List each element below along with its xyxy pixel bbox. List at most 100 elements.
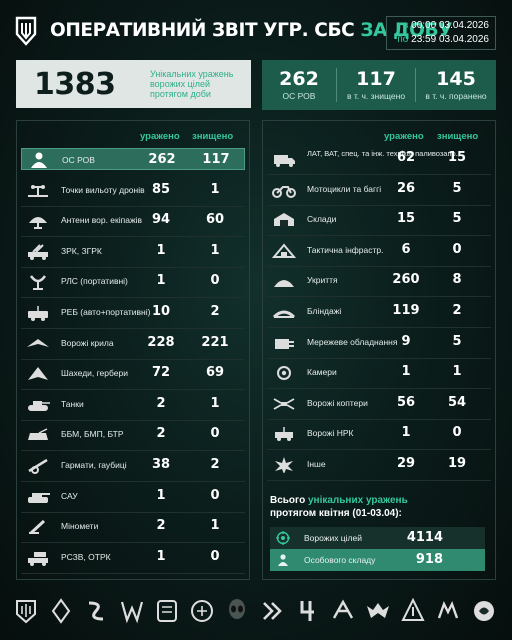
left-stat-row-hit-value: 72	[151, 365, 171, 381]
left-stat-row-destroyed-value: 1	[210, 242, 220, 258]
camera-icon	[277, 366, 291, 381]
right-stat-row: Ворожі НРК 1 0	[267, 422, 491, 451]
right-stat-row: Склади 15 5	[267, 208, 491, 237]
left-stat-row-label: ОС РОВ	[62, 155, 95, 165]
ugv-icon	[275, 427, 293, 442]
personnel-wounded-caption: в т. ч. поранено	[425, 91, 487, 101]
unit-emblem-9-icon	[300, 601, 314, 621]
left-stat-row: Антени вор. екіпажів 94 60	[21, 209, 245, 238]
right-stat-row-hit-value: 56	[396, 394, 416, 410]
left-col-destroyed-header: знищено	[192, 131, 234, 142]
row-divider	[267, 449, 491, 451]
divider	[336, 68, 337, 102]
right-stat-row-label: Бліндажі	[307, 306, 342, 316]
total-personnel-label: Особового складу	[304, 555, 376, 565]
unit-emblem-12-icon	[401, 598, 425, 621]
row-divider	[21, 389, 245, 391]
monthly-totals-title: Всього унікальних уражень протягом квітн…	[270, 494, 408, 520]
right-stats-panel	[262, 120, 496, 580]
left-stat-row-label: Танки	[61, 398, 84, 409]
right-stat-row-label: Тактична інфрастр.	[307, 244, 384, 255]
unit-emblem-5-icon	[156, 600, 177, 622]
row-divider	[21, 266, 245, 268]
copter-icon	[273, 398, 295, 410]
left-stat-row: Гармати, гаубиці 38 2	[21, 454, 245, 482]
left-stat-row-hit-value: 94	[151, 212, 171, 228]
unit-emblem-10-icon	[332, 599, 353, 619]
row-divider	[21, 297, 245, 299]
crew-antenna-icon	[29, 217, 47, 230]
right-stat-row-label: Укриття	[307, 275, 338, 286]
right-stat-row-label: Ворожі НРК	[307, 428, 354, 439]
right-stat-row-hit-value: 6	[401, 241, 411, 257]
left-stat-row-hit-value: 85	[151, 181, 171, 197]
tactical-infra-icon	[271, 243, 297, 258]
left-stat-row: САУ 1 0	[21, 485, 245, 513]
unit-emblem-4-icon	[120, 601, 143, 624]
left-stat-row-hit-value: 2	[156, 518, 166, 534]
left-stat-row-destroyed-value: 2	[210, 304, 220, 319]
row-divider	[267, 388, 491, 390]
left-stat-row: ЗРК, ЗГРК 1 1	[21, 240, 245, 268]
report-period: з 00:00 03.04.2026 по 23:59 03.04.2026	[386, 16, 496, 50]
personnel-killed: 117 в т. ч. знищено	[337, 60, 415, 110]
drone-launch-point-icon	[28, 184, 48, 197]
right-stat-row-label: Камери	[307, 367, 337, 378]
personnel-icon	[31, 152, 47, 168]
right-stat-row: Укриття 260 8	[267, 269, 491, 298]
dugout-icon	[272, 310, 296, 319]
left-stat-row-destroyed-value: 117	[202, 152, 230, 167]
unit-emblem-13-icon	[438, 600, 459, 619]
motorcycle-icon	[272, 185, 296, 198]
right-stat-row-hit-value: 26	[396, 180, 416, 196]
row-divider	[267, 357, 491, 359]
period-to-label: по	[397, 34, 409, 45]
row-divider	[21, 450, 245, 452]
unique-hits-value: 1383	[34, 67, 116, 102]
left-stat-row-label: Гармати, гаубиці	[61, 460, 127, 470]
network-equipment-icon	[275, 338, 294, 349]
row-divider	[267, 296, 491, 298]
left-stat-row-label: РСЗВ, ОТРК	[61, 551, 111, 562]
row-divider	[267, 204, 491, 206]
unit-emblem-14-icon	[473, 601, 494, 621]
truck-icon	[274, 155, 295, 167]
left-stat-row-destroyed-value: 0	[210, 426, 220, 442]
right-stat-row-label: Інше	[307, 459, 326, 469]
left-stat-row: РЕБ (авто+портативні) 10 2	[21, 301, 245, 329]
row-divider	[21, 328, 245, 329]
right-stat-row-destroyed-value: 2	[452, 303, 462, 318]
right-stat-row-label: Ворожі коптери	[307, 397, 368, 408]
right-stat-row-hit-value: 29	[396, 456, 416, 471]
right-stat-row-destroyed-value: 0	[452, 425, 462, 441]
right-stat-row-hit-value: 1	[401, 364, 411, 380]
right-stat-row-hit-value: 1	[401, 425, 411, 441]
left-stats-panel	[16, 120, 250, 580]
personnel-total-value: 262	[279, 68, 319, 90]
bat-emblem-icon	[367, 603, 389, 618]
title-main: ОПЕРАТИВНИЙ ЗВІТ УГР. СБС	[50, 20, 355, 41]
personnel-killed-value: 117	[356, 68, 396, 90]
right-stat-row-destroyed-value: 5	[452, 333, 462, 349]
unit-emblem-8-icon	[263, 602, 283, 620]
sbs-logo-icon	[15, 16, 37, 46]
unit-emblems-footer	[0, 592, 512, 632]
right-stat-row: ЛАТ, ВАТ, спец. та інж. техніка, паливоз…	[267, 147, 491, 175]
left-stat-row-label: ББМ, БМП, БТР	[61, 429, 124, 440]
right-stat-row-hit-value: 15	[396, 211, 416, 227]
right-stat-row-destroyed-value: 8	[452, 272, 462, 288]
period-from-label: з	[403, 20, 409, 31]
left-stat-row-hit-value: 10	[151, 304, 171, 319]
left-stat-row: ББМ, БМП, БТР 2 0	[21, 423, 245, 452]
left-stat-row-label: Шахеди, гербери	[61, 368, 128, 379]
left-stat-row: РСЗВ, ОТРК 1 0	[21, 546, 245, 574]
unique-hits-description: Унікальних уражень ворожих цілей протяго…	[150, 69, 234, 99]
totals-title-pre: Всього	[270, 495, 306, 506]
left-stat-row-hit-value: 1	[156, 548, 166, 564]
alien-head-icon	[229, 599, 246, 619]
left-stat-row-label: Антени вор. екіпажів	[61, 215, 143, 226]
row-divider	[21, 572, 245, 574]
shelter-icon	[274, 280, 294, 288]
total-targets-box: Ворожих цілей 4114	[270, 527, 485, 549]
left-stat-row-destroyed-value: 1	[210, 181, 220, 197]
